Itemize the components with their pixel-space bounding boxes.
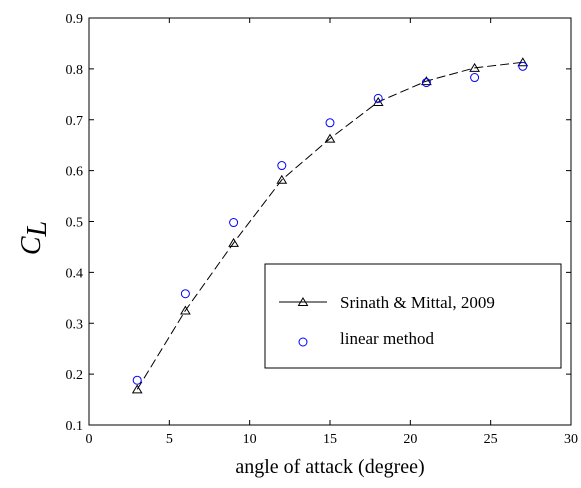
y-tick-label: 0.3 <box>66 317 84 332</box>
y-tick-label: 0.7 <box>66 114 84 129</box>
y-tick-label: 0.2 <box>66 368 84 383</box>
y-tick-label: 0.4 <box>66 266 84 281</box>
srinath-triangle-point <box>517 57 529 67</box>
linear-method-circle-point <box>421 78 431 88</box>
srinath-triangle-point <box>469 62 480 72</box>
legend-box <box>264 263 562 369</box>
x-tick-label: 15 <box>323 432 337 447</box>
srinath-triangle-point <box>131 384 143 394</box>
linear-method-circle-point <box>470 73 480 83</box>
legend-circle-marker <box>298 337 308 347</box>
legend: Srinath & Mittal, 2009 linear method <box>264 263 562 369</box>
srinath-triangle-point <box>180 305 191 315</box>
linear-method-circle-point <box>325 118 335 128</box>
y-tick-label: 0.8 <box>66 63 84 78</box>
y-tick-label: 0.9 <box>66 12 84 27</box>
linear-method-circle-point <box>132 375 142 385</box>
x-axis-ticks: 0 5 10 15 20 25 30 <box>86 18 578 447</box>
y-tick-label: 0.5 <box>66 216 84 231</box>
y-axis-ticks: 0.1 0.2 0.3 0.4 0.5 0.6 0.7 0.8 0.9 <box>66 12 571 434</box>
srinath-triangle-point <box>228 237 239 247</box>
linear-method-circle-point <box>229 218 239 228</box>
linear-method-circle-point <box>277 161 287 171</box>
srinath-triangle-point <box>324 133 336 143</box>
x-tick-label: 0 <box>86 432 93 447</box>
y-tick-label: 0.6 <box>66 165 84 180</box>
x-tick-label: 25 <box>484 432 498 447</box>
linear-method-circle-point <box>373 93 383 103</box>
y-axis-label-subscript: L <box>22 221 53 238</box>
x-axis-label: angle of attack (degree) <box>235 456 424 478</box>
x-tick-label: 10 <box>243 432 257 447</box>
x-tick-label: 5 <box>166 432 173 447</box>
series-layer <box>131 57 529 394</box>
series-srinath-line <box>136 61 523 390</box>
legend-label-srinath: Srinath & Mittal, 2009 <box>340 293 495 312</box>
legend-triangle-marker <box>297 297 309 306</box>
y-axis-label: CL <box>16 221 53 255</box>
legend-label-linear: linear method <box>340 329 434 348</box>
y-tick-label: 0.1 <box>66 419 84 434</box>
x-tick-label: 20 <box>403 432 417 447</box>
linear-method-circle-point <box>518 61 528 71</box>
y-axis-label-main: C <box>16 236 47 255</box>
x-tick-label: 30 <box>564 432 578 447</box>
linear-method-circle-point <box>180 289 190 299</box>
srinath-triangle-point <box>276 174 288 184</box>
srinath-triangle-point <box>421 76 432 86</box>
